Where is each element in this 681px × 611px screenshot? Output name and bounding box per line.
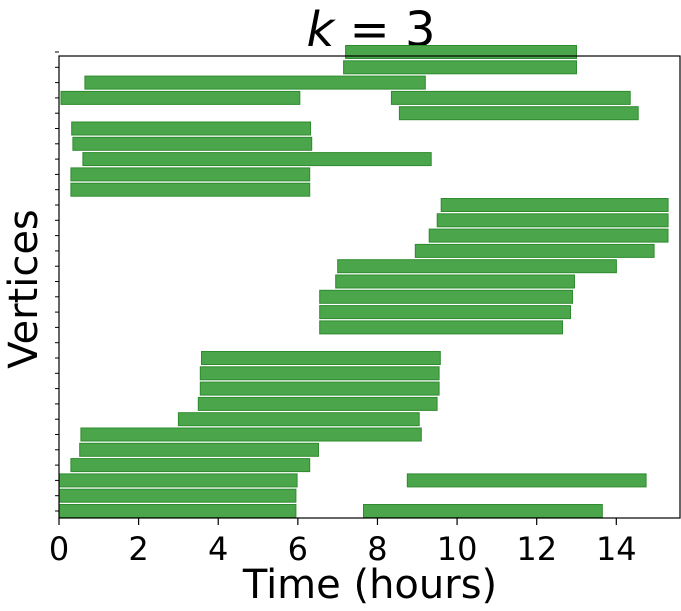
x-tick-label: 10 [437,530,478,568]
y-ticks [55,51,59,512]
interval-bar [337,259,617,274]
x-tick-label: 8 [367,530,387,568]
interval-bar [414,243,655,258]
x-tick-label: 0 [49,530,69,568]
interval-bar [406,473,647,488]
x-tick-label: 4 [208,530,228,568]
interval-bar [82,152,432,167]
interval-bar [199,381,440,396]
interval-bar [58,488,297,503]
interval-bar [201,351,441,365]
interval-bar [343,60,577,75]
interval-bars [58,45,669,518]
interval-bar [177,412,420,427]
interval-bar [390,90,631,105]
plot-frame [58,55,681,519]
interval-bar [199,366,440,381]
x-tick-label: 6 [288,530,308,568]
interval-bar [319,305,572,320]
x-tick-label: 12 [516,530,557,568]
interval-bar [70,182,311,197]
interval-bar [398,106,639,121]
interval-bar [335,274,576,289]
interval-bar [70,458,311,473]
interval-bar [60,90,301,105]
interval-bar [70,167,311,182]
interval-bar [84,75,426,90]
interval-bar [58,473,298,488]
y-axis-label: Vertices [1,209,47,369]
interval-bar [319,320,564,335]
interval-bar [319,289,574,304]
interval-bar [197,396,438,411]
interval-bar [80,427,422,442]
interval-bar [72,136,313,151]
x-tick-label: 14 [596,530,637,568]
interval-bar [79,442,319,457]
x-ticks: 0 2 4 6 8 10 12 14 [49,518,637,568]
x-axis-label: Time (hours) [242,562,497,608]
interval-bar [58,504,297,518]
interval-bar [345,45,577,59]
interval-bar [363,504,603,518]
interval-bar [428,228,669,243]
interval-bar [440,198,669,212]
x-tick-label: 2 [128,530,148,568]
interval-bar [436,213,669,228]
interval-bar [71,121,311,136]
